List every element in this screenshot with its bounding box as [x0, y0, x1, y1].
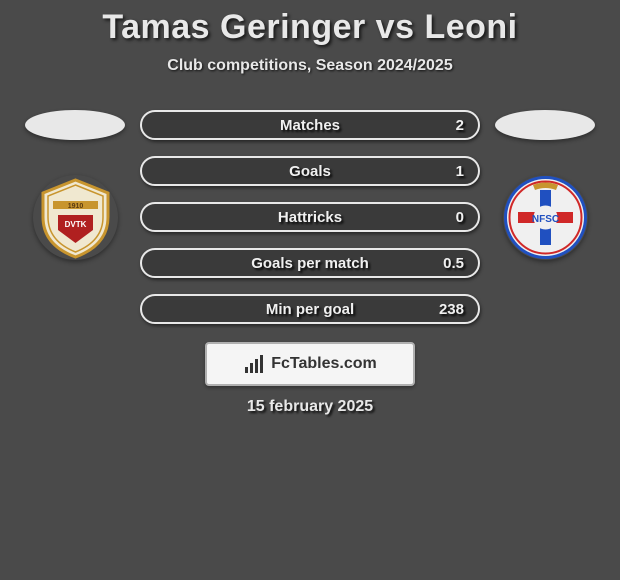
brand-text: FcTables.com	[271, 355, 377, 373]
stat-row: Goals 1	[140, 156, 480, 186]
stat-value-right: 238	[439, 301, 464, 318]
page-subtitle: Club competitions, Season 2024/2025	[0, 57, 620, 75]
left-player-ellipse	[25, 110, 125, 140]
svg-text:1910: 1910	[67, 203, 83, 210]
page-title: Tamas Geringer vs Leoni	[0, 8, 620, 47]
stat-value-right: 0	[456, 209, 464, 226]
right-club-badge: NFSC	[503, 175, 588, 260]
left-side: 1910 DVTK	[20, 110, 130, 260]
chart-icon	[243, 353, 265, 375]
stat-row: Min per goal 238	[140, 294, 480, 324]
stat-label: Matches	[280, 117, 340, 134]
stat-label: Min per goal	[266, 301, 354, 318]
svg-text:DVTK: DVTK	[64, 220, 86, 229]
left-club-badge: 1910 DVTK	[33, 175, 118, 260]
date-text: 15 february 2025	[140, 398, 480, 416]
stat-label: Goals	[289, 163, 331, 180]
stat-value-right: 0.5	[443, 255, 464, 272]
stat-row: Goals per match 0.5	[140, 248, 480, 278]
svg-text:NFSC: NFSC	[531, 214, 558, 225]
stat-label: Goals per match	[251, 255, 369, 272]
right-side: NFSC	[490, 110, 600, 260]
nfsc-badge-icon: NFSC	[503, 175, 588, 260]
stat-value-right: 2	[456, 117, 464, 134]
stat-row: Matches 2	[140, 110, 480, 140]
right-player-ellipse	[495, 110, 595, 140]
stat-row: Hattricks 0	[140, 202, 480, 232]
brand-box: FcTables.com	[205, 342, 415, 386]
dvtk-badge-icon: 1910 DVTK	[33, 175, 118, 260]
main-content: 1910 DVTK Matches 2 Goals 1 Hattricks 0 …	[0, 110, 620, 416]
stat-label: Hattricks	[278, 209, 342, 226]
stats-panel: Matches 2 Goals 1 Hattricks 0 Goals per …	[140, 110, 480, 416]
stat-value-right: 1	[456, 163, 464, 180]
